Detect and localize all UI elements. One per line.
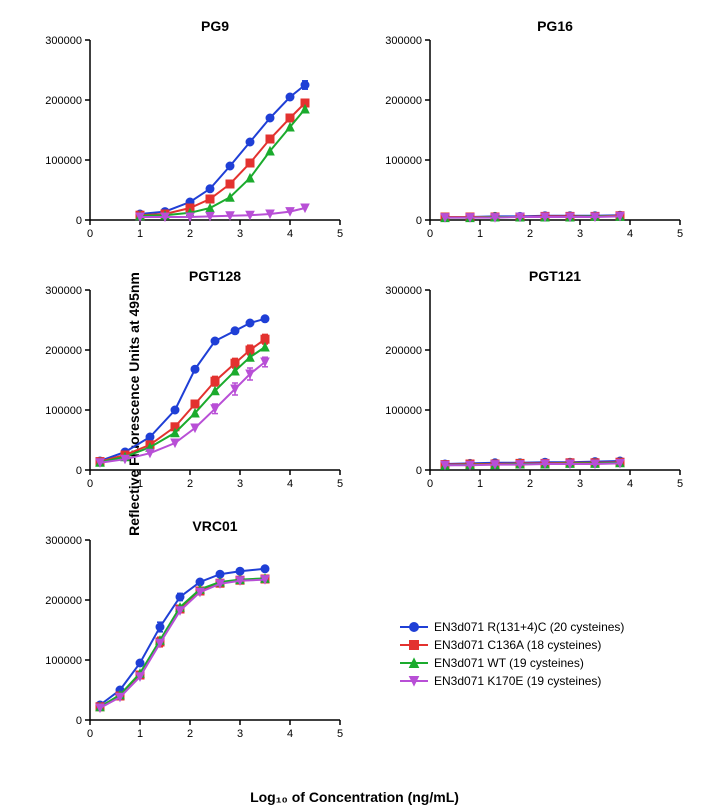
svg-text:100000: 100000	[45, 655, 82, 667]
svg-text:0: 0	[87, 728, 93, 740]
chart-svg: 0100000200000300000012345	[430, 40, 680, 220]
svg-text:2: 2	[187, 728, 193, 740]
chart-svg: 0100000200000300000012345	[90, 290, 340, 470]
legend-marker	[400, 639, 428, 651]
svg-text:100000: 100000	[45, 405, 82, 417]
panel-title: PG16	[430, 18, 680, 34]
svg-text:0: 0	[427, 228, 433, 240]
svg-text:200000: 200000	[45, 95, 82, 107]
svg-text:4: 4	[627, 478, 633, 490]
svg-text:5: 5	[337, 478, 343, 490]
svg-text:3: 3	[237, 228, 243, 240]
svg-text:0: 0	[87, 228, 93, 240]
svg-text:200000: 200000	[385, 345, 422, 357]
svg-text:100000: 100000	[45, 155, 82, 167]
svg-text:300000: 300000	[385, 35, 422, 47]
chart-panel-PG16: PG160100000200000300000012345	[430, 40, 680, 220]
svg-text:0: 0	[76, 465, 82, 477]
svg-text:200000: 200000	[45, 345, 82, 357]
svg-text:3: 3	[237, 728, 243, 740]
legend-label: EN3d071 R(131+4)C (20 cysteines)	[434, 620, 624, 634]
svg-text:0: 0	[76, 715, 82, 727]
svg-text:0: 0	[76, 215, 82, 227]
svg-text:0: 0	[87, 478, 93, 490]
svg-text:1: 1	[137, 478, 143, 490]
legend-item: EN3d071 WT (19 cysteines)	[400, 656, 624, 670]
svg-text:0: 0	[416, 215, 422, 227]
svg-text:4: 4	[287, 728, 293, 740]
svg-text:5: 5	[677, 478, 683, 490]
svg-text:2: 2	[187, 228, 193, 240]
panel-title: VRC01	[90, 518, 340, 534]
svg-text:1: 1	[137, 728, 143, 740]
svg-text:5: 5	[337, 728, 343, 740]
legend: EN3d071 R(131+4)C (20 cysteines) EN3d071…	[400, 620, 624, 692]
panel-title: PGT121	[430, 268, 680, 284]
svg-text:300000: 300000	[45, 535, 82, 547]
svg-text:200000: 200000	[45, 595, 82, 607]
chart-svg: 0100000200000300000012345	[90, 540, 340, 720]
legend-marker	[400, 657, 428, 669]
svg-text:300000: 300000	[45, 35, 82, 47]
svg-text:3: 3	[237, 478, 243, 490]
svg-text:4: 4	[627, 228, 633, 240]
svg-text:200000: 200000	[385, 95, 422, 107]
svg-text:100000: 100000	[385, 405, 422, 417]
svg-text:2: 2	[187, 478, 193, 490]
chart-svg: 0100000200000300000012345	[90, 40, 340, 220]
svg-text:3: 3	[577, 228, 583, 240]
svg-text:1: 1	[137, 228, 143, 240]
figure-root: Reflective Fluorescence Units at 495nm L…	[0, 0, 709, 809]
svg-text:5: 5	[677, 228, 683, 240]
legend-label: EN3d071 C136A (18 cysteines)	[434, 638, 601, 652]
svg-text:0: 0	[427, 478, 433, 490]
svg-text:5: 5	[337, 228, 343, 240]
svg-text:3: 3	[577, 478, 583, 490]
chart-panel-VRC01: VRC010100000200000300000012345	[90, 540, 340, 720]
legend-item: EN3d071 R(131+4)C (20 cysteines)	[400, 620, 624, 634]
panel-title: PGT128	[90, 268, 340, 284]
legend-item: EN3d071 C136A (18 cysteines)	[400, 638, 624, 652]
legend-marker	[400, 621, 428, 633]
chart-panel-PGT121: PGT1210100000200000300000012345	[430, 290, 680, 470]
svg-text:2: 2	[527, 478, 533, 490]
x-axis-label: Log₁₀ of Concentration (ng/mL)	[250, 789, 459, 805]
legend-marker	[400, 675, 428, 687]
svg-text:1: 1	[477, 228, 483, 240]
svg-text:4: 4	[287, 478, 293, 490]
panel-title: PG9	[90, 18, 340, 34]
svg-text:0: 0	[416, 465, 422, 477]
svg-text:2: 2	[527, 228, 533, 240]
chart-panel-PG9: PG90100000200000300000012345	[90, 40, 340, 220]
legend-item: EN3d071 K170E (19 cysteines)	[400, 674, 624, 688]
svg-text:1: 1	[477, 478, 483, 490]
svg-text:4: 4	[287, 228, 293, 240]
svg-text:300000: 300000	[45, 285, 82, 297]
chart-svg: 0100000200000300000012345	[430, 290, 680, 470]
legend-label: EN3d071 K170E (19 cysteines)	[434, 674, 601, 688]
chart-panel-PGT128: PGT1280100000200000300000012345	[90, 290, 340, 470]
legend-label: EN3d071 WT (19 cysteines)	[434, 656, 584, 670]
svg-text:300000: 300000	[385, 285, 422, 297]
svg-text:100000: 100000	[385, 155, 422, 167]
